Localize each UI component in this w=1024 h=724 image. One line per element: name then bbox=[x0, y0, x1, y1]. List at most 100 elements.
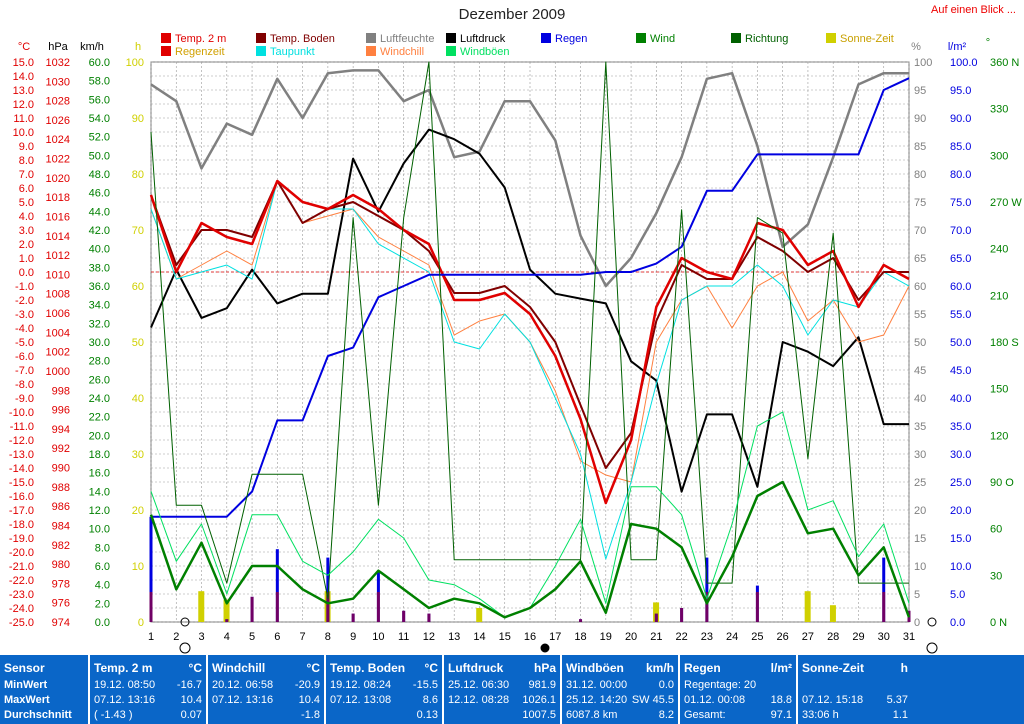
legend-swatch bbox=[541, 33, 551, 43]
overview-link[interactable]: Auf einen Blick ... bbox=[931, 4, 1016, 16]
sun-hours-bar bbox=[223, 599, 230, 622]
temp-tick-label: -18.0 bbox=[9, 519, 34, 531]
hum-tick-label: 25 bbox=[914, 477, 926, 489]
stat-row-value: 5.37 bbox=[886, 694, 908, 706]
press-tick-label: 998 bbox=[52, 385, 70, 397]
rain-tick-label: 70.0 bbox=[950, 225, 971, 237]
stat-row-label: 01.12. 00:08 bbox=[684, 694, 746, 706]
temp-tick-label: 7.0 bbox=[19, 169, 34, 181]
wind-tick-label: 42.0 bbox=[89, 225, 110, 237]
stat-row-value: -16.7 bbox=[176, 679, 202, 691]
hours-tick-label: 60 bbox=[132, 281, 144, 293]
stat-row-value: 1026.1 bbox=[522, 694, 556, 706]
x-tick-label: 26 bbox=[777, 631, 789, 643]
stat-row-label: 07.12. 13:16 bbox=[212, 694, 274, 706]
x-tick-label: 5 bbox=[249, 631, 255, 643]
press-tick-label: 1032 bbox=[46, 57, 70, 69]
temp-unit-label: °C bbox=[18, 41, 30, 53]
temp-tick-label: 10.0 bbox=[13, 127, 34, 139]
x-tick-label: 12 bbox=[423, 631, 435, 643]
temp-tick-label: -8.0 bbox=[15, 379, 34, 391]
hum-tick-label: 80 bbox=[914, 169, 926, 181]
x-tick-label: 21 bbox=[650, 631, 662, 643]
rain-time-bar bbox=[705, 592, 709, 622]
dir-tick-label: 150 bbox=[990, 384, 1008, 396]
press-tick-label: 980 bbox=[52, 559, 70, 571]
stat-column: Temp. 2 m °C 19.12. 08:50 -16.7 07.12. 13:16… bbox=[88, 655, 206, 724]
rain-tick-label: 95.0 bbox=[950, 85, 971, 97]
dir-tick-label: 300 bbox=[990, 150, 1008, 162]
rain-unit-label: l/m² bbox=[948, 41, 967, 53]
stat-header: Windböen bbox=[566, 661, 624, 675]
press-tick-label: 1024 bbox=[46, 134, 70, 146]
press-tick-label: 996 bbox=[52, 405, 70, 417]
wind-tick-label: 30.0 bbox=[89, 337, 110, 349]
rain-time-bar bbox=[654, 613, 658, 622]
hours-tick-label: 20 bbox=[132, 505, 144, 517]
stat-unit: °C bbox=[188, 661, 202, 675]
temp-tick-label: 2.0 bbox=[19, 239, 34, 251]
rain-tick-label: 85.0 bbox=[950, 141, 971, 153]
stat-row-value: 8.2 bbox=[658, 709, 674, 721]
hours-tick-label: 0 bbox=[138, 617, 144, 629]
wind-tick-label: 0.0 bbox=[95, 617, 110, 629]
series-line-luftdruck bbox=[150, 128, 909, 493]
stat-header: Sensor bbox=[4, 661, 45, 675]
wind-tick-label: 34.0 bbox=[89, 300, 110, 312]
wind-tick-label: 22.0 bbox=[89, 412, 110, 424]
x-tick-label: 28 bbox=[827, 631, 839, 643]
stat-header: Temp. 2 m bbox=[94, 661, 153, 675]
x-tick-label: 14 bbox=[473, 631, 485, 643]
hum-tick-label: 30 bbox=[914, 449, 926, 461]
rain-tick-label: 10.0 bbox=[950, 561, 971, 573]
stat-column: Sonne-Zeit h 07.12. 15:18 5.37 33:06 h 1.1 bbox=[796, 655, 912, 724]
x-tick-label: 17 bbox=[549, 631, 561, 643]
hum-tick-label: 10 bbox=[914, 561, 926, 573]
wind-tick-label: 48.0 bbox=[89, 169, 110, 181]
rain-time-bar bbox=[882, 592, 886, 622]
hum-tick-label: 90 bbox=[914, 113, 926, 125]
press-tick-label: 988 bbox=[52, 482, 70, 494]
wind-tick-label: 26.0 bbox=[89, 374, 110, 386]
legend-label: Taupunkt bbox=[270, 46, 315, 58]
temp-tick-label: -16.0 bbox=[9, 491, 34, 503]
temp-tick-label: -12.0 bbox=[9, 435, 34, 447]
series-line-regen bbox=[151, 77, 910, 518]
legend-swatch bbox=[256, 33, 266, 43]
press-tick-label: 984 bbox=[52, 520, 70, 532]
wind-tick-label: 50.0 bbox=[89, 150, 110, 162]
stat-header: Windchill bbox=[212, 661, 266, 675]
x-tick-label: 4 bbox=[224, 631, 230, 643]
x-tick-label: 9 bbox=[350, 631, 356, 643]
legend-label: Windböen bbox=[460, 46, 510, 58]
temp-tick-label: -25.0 bbox=[9, 617, 34, 629]
legend-label: Temp. 2 m bbox=[175, 33, 226, 45]
temp-tick-label: -19.0 bbox=[9, 533, 34, 545]
press-tick-label: 992 bbox=[52, 443, 70, 455]
wind-tick-label: 16.0 bbox=[89, 468, 110, 480]
x-tick-label: 8 bbox=[325, 631, 331, 643]
hours-tick-label: 90 bbox=[132, 113, 144, 125]
rain-time-bar bbox=[326, 592, 330, 622]
x-tick-label: 13 bbox=[448, 631, 460, 643]
x-tick-label: 15 bbox=[499, 631, 511, 643]
wind-tick-label: 6.0 bbox=[95, 561, 110, 573]
hours-unit-label: h bbox=[135, 41, 141, 53]
temp-tick-label: -7.0 bbox=[15, 365, 34, 377]
temp-tick-label: -24.0 bbox=[9, 603, 34, 615]
dir-tick-label: 90 O bbox=[990, 477, 1014, 489]
rain-tick-label: 45.0 bbox=[950, 365, 971, 377]
legend-swatch bbox=[446, 46, 456, 56]
x-tick-label: 2 bbox=[173, 631, 179, 643]
press-tick-label: 1006 bbox=[46, 308, 70, 320]
press-tick-label: 986 bbox=[52, 501, 70, 513]
stat-row-value: 981.9 bbox=[528, 679, 556, 691]
dir-unit-label: ° bbox=[986, 37, 990, 49]
stat-header: Temp. Boden bbox=[330, 661, 406, 675]
legend-label: Richtung bbox=[745, 33, 788, 45]
stat-row-label: MaxWert bbox=[4, 694, 50, 706]
hours-tick-label: 50 bbox=[132, 337, 144, 349]
hum-tick-label: 65 bbox=[914, 253, 926, 265]
rain-tick-label: 30.0 bbox=[950, 449, 971, 461]
temp-tick-label: 8.0 bbox=[19, 155, 34, 167]
